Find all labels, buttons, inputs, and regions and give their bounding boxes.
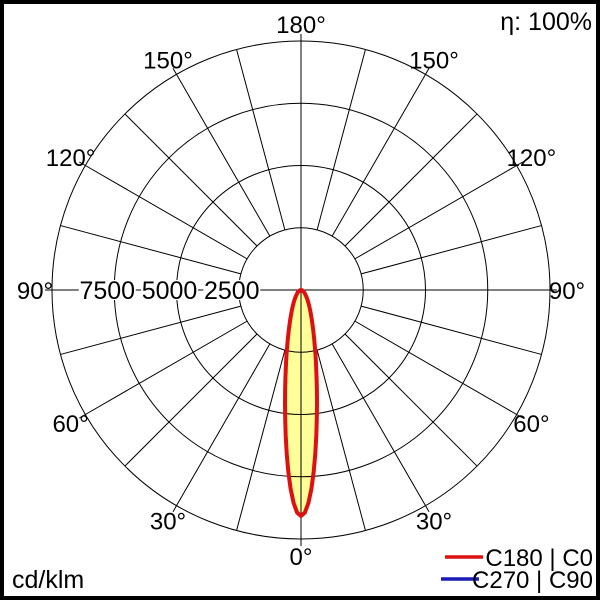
angle-tick-60-right (516, 414, 523, 419)
polar-spoke-60-left (85, 320, 248, 415)
angle-label-0: 0° (290, 544, 313, 571)
radial-label-5000: 5000 (142, 277, 198, 305)
legend-label-c270-c90: C270 | C90 (472, 567, 593, 594)
angle-label-60-left: 60° (52, 411, 88, 438)
angle-label-30-right: 30° (416, 508, 452, 535)
angle-tick-150-left (172, 68, 177, 75)
radial-label-2500: 2500 (204, 277, 260, 305)
angle-label-150-left: 150° (143, 48, 193, 75)
angle-tick-120-right (516, 161, 523, 166)
polar-spoke-75-right (360, 305, 542, 355)
polar-grid-and-curves: 7500 5000 2500 0° 30° 30° 60° 60° 90° 90° 120° 120°… (17, 12, 585, 571)
radial-label-bg-5000 (141, 280, 198, 300)
polar-spoke-150-right (331, 74, 426, 237)
polar-spoke-30-right (331, 343, 426, 506)
angle-label-60-right: 60° (513, 411, 549, 438)
angle-label-120-right: 120° (507, 145, 557, 172)
polar-spoke-15-right (316, 349, 366, 531)
polar-spoke-45-left (124, 333, 258, 467)
angle-label-120-left: 120° (46, 145, 96, 172)
radial-label-7500: 7500 (79, 277, 135, 305)
polar-spoke-150-left (176, 74, 271, 237)
angle-label-180: 180° (276, 12, 326, 39)
polar-spoke-15-left (236, 349, 286, 531)
polar-spoke-135-left (124, 113, 258, 247)
angle-label-150-right: 150° (409, 48, 459, 75)
angle-tick-120-left (79, 161, 86, 166)
legend-label-c180-c0: C180 | C0 (485, 545, 593, 572)
efficiency-value: η: 100% (500, 8, 592, 36)
unit-label: cd/klm (12, 566, 84, 594)
angle-tick-30-left (172, 505, 177, 512)
angle-label-90-left: 90° (17, 278, 53, 305)
legend: C180 | C0 C270 | C90 (441, 545, 593, 594)
angle-tick-150-right (425, 68, 430, 75)
polar-spoke-165-right (316, 49, 366, 231)
polar-spoke-165-left (236, 49, 286, 231)
polar-spoke-120-left (85, 165, 248, 260)
polar-spoke-105-right (360, 225, 542, 275)
polar-spoke-75-left (60, 305, 242, 355)
polar-spoke-60-right (354, 320, 517, 415)
polar-spoke-30-left (176, 343, 271, 506)
polar-spoke-120-right (354, 165, 517, 260)
radial-label-bg-2500 (203, 280, 261, 300)
polar-spoke-45-right (344, 333, 478, 467)
angle-label-90-right: 90° (549, 278, 585, 305)
polar-spoke-105-left (60, 225, 242, 275)
curve-c180-c0 (283, 288, 319, 518)
radial-label-bg-7500 (78, 280, 136, 300)
angle-tick-60-left (79, 414, 86, 419)
angle-label-30-left: 30° (150, 508, 186, 535)
polar-spoke-135-right (344, 113, 478, 247)
angle-tick-30-right (425, 505, 430, 512)
